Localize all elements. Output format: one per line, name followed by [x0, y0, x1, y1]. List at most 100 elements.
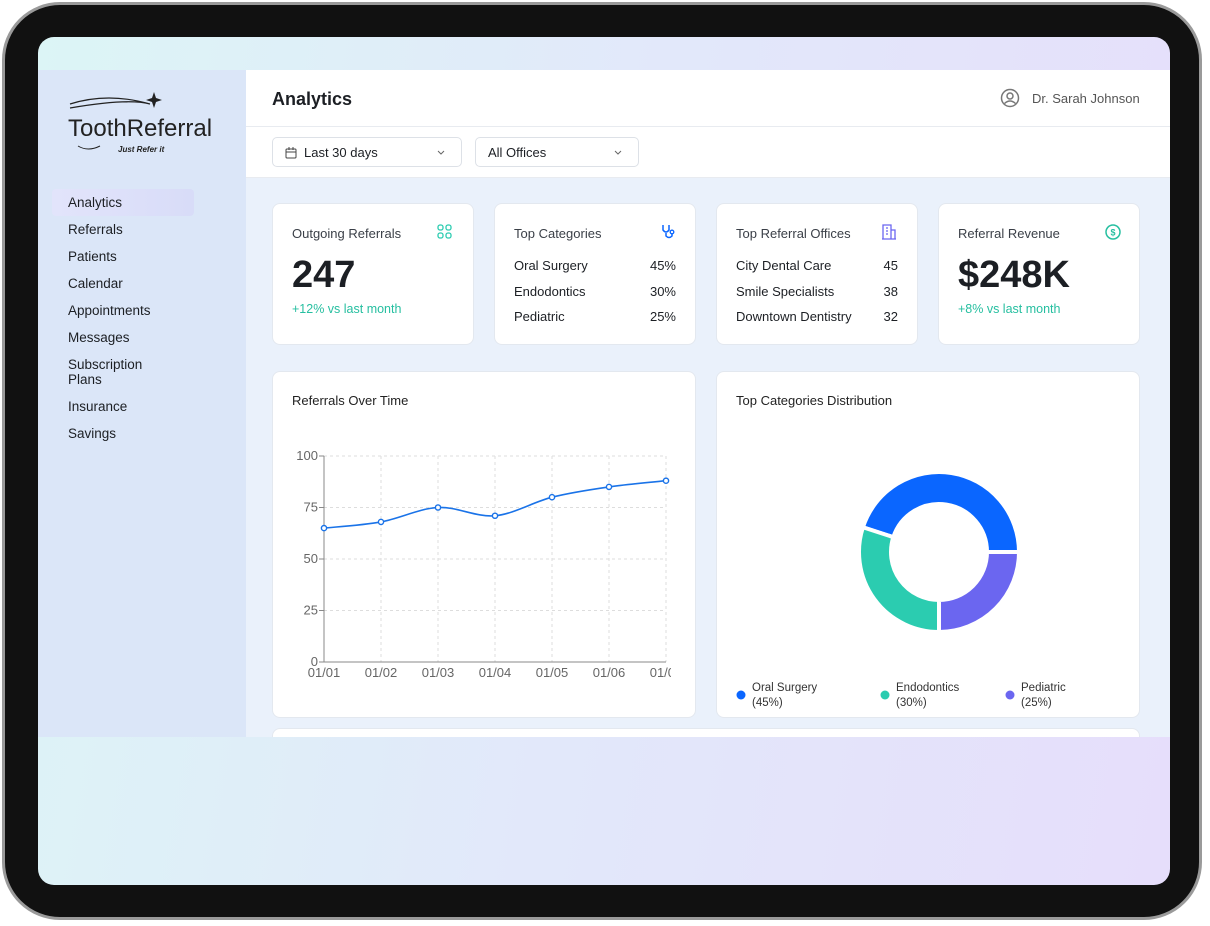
x-tick-label: 01/04	[479, 665, 512, 680]
office-filter-label: All Offices	[488, 145, 547, 160]
header: Analytics Dr. Sarah Johnson	[246, 70, 1170, 127]
logo-star	[146, 92, 162, 108]
point	[377, 518, 385, 526]
list-card: Top Categories Oral Surgery 45% Endodontic…	[494, 203, 696, 345]
stat-card: Referral Revenue $ $248K +8% vs last mon…	[938, 203, 1140, 345]
x-tick-label: 01/03	[422, 665, 455, 680]
legend-swatch	[880, 690, 890, 700]
row-value: 25%	[649, 309, 676, 324]
card-change: +12% vs last month	[292, 302, 402, 316]
brand-name: ToothReferral	[68, 115, 212, 142]
row-value: 38	[883, 283, 898, 299]
point	[491, 512, 499, 520]
row-value: 32	[883, 309, 898, 324]
x-tick-label: 01/01	[308, 665, 341, 680]
donut-chart: Top Categories Distribution Oral Surgery…	[736, 393, 1066, 709]
date-filter[interactable]: Last 30 days	[272, 137, 462, 167]
list-row: Endodontics 30%	[514, 284, 676, 299]
legend-swatch	[736, 690, 746, 700]
chart-card: Referrals Over Time 0 25 50 75 100 01/01 01/02…	[272, 371, 696, 718]
list-row: Oral Surgery 45%	[514, 258, 676, 273]
chevron	[614, 150, 622, 155]
chart-title: Referrals Over Time	[292, 393, 408, 408]
nav-item[interactable]: Subscription Plans	[68, 357, 143, 387]
row-label: City Dental Care	[736, 258, 832, 273]
svg-text:$: $	[1110, 228, 1115, 238]
row-value: 45	[883, 258, 898, 273]
row-value: 30%	[649, 283, 676, 299]
building-icon	[882, 224, 896, 240]
legend-swatch	[1005, 690, 1015, 700]
date-filter-label: Last 30 days	[304, 145, 378, 160]
donut-slice	[937, 550, 1022, 635]
legend-label: Endodontics	[896, 682, 960, 694]
list-row: Smile Specialists 38	[736, 284, 898, 299]
app: ToothReferral Just Refer it Analytics Ref…	[38, 70, 1170, 737]
calendar-icon	[285, 147, 297, 159]
nav-item[interactable]: Messages	[68, 330, 130, 345]
y-tick-label: 0	[311, 654, 318, 669]
brand-tagline: Just Refer it	[118, 145, 165, 154]
legend-label: Oral Surgery	[752, 682, 817, 694]
point	[434, 504, 442, 511]
nav-item[interactable]: Savings	[68, 426, 117, 441]
row-label: Smile Specialists	[736, 283, 835, 299]
row-label: Endodontics	[514, 283, 586, 299]
nav-item[interactable]: Insurance	[68, 399, 128, 414]
nav-item[interactable]: Calendar	[68, 276, 123, 291]
chevron	[437, 150, 445, 155]
x-tick-label: 01/05	[536, 665, 569, 680]
legend-value: (25%)	[1021, 697, 1052, 709]
user-icon[interactable]	[1000, 88, 1020, 108]
user-name[interactable]: Dr. Sarah Johnson	[1032, 91, 1140, 106]
y-tick-label: 75	[304, 500, 318, 515]
card-title: Outgoing Referrals	[292, 226, 402, 241]
stethoscope-icon	[662, 225, 675, 239]
x-tick-label: 01/02	[365, 665, 398, 680]
stat-card: Outgoing Referrals 247 +12% vs last mont…	[272, 203, 474, 345]
list-row: Downtown Dentistry 32	[736, 309, 898, 324]
row-value: 45%	[649, 258, 676, 273]
row-label: Downtown Dentistry	[736, 309, 852, 324]
dollar-icon: $	[1105, 224, 1121, 240]
card	[272, 728, 1140, 737]
y-tick-label: 25	[304, 603, 318, 618]
logo-swoosh	[69, 97, 151, 109]
nav-item[interactable]: Analytics	[52, 189, 194, 216]
filter-bar: Last 30 days All Offices	[246, 127, 1170, 178]
card-title: Top Categories	[514, 226, 602, 241]
row-label: Oral Surgery	[514, 258, 588, 273]
logo: ToothReferral Just Refer it	[68, 92, 212, 154]
sidebar: ToothReferral Just Refer it Analytics Ref…	[38, 70, 246, 737]
card-value: 247	[292, 254, 356, 296]
point	[605, 483, 613, 491]
office-filter[interactable]: All Offices	[475, 137, 639, 167]
nav-item[interactable]: Appointments	[68, 303, 151, 318]
x-tick-label: 01/07	[650, 665, 671, 680]
list-row: Pediatric 25%	[514, 309, 676, 324]
card-title: Top Referral Offices	[736, 226, 851, 241]
card-value: $248K	[958, 254, 1070, 296]
page-title: Analytics	[272, 89, 353, 109]
point	[548, 493, 556, 501]
card-title: Referral Revenue	[958, 226, 1060, 241]
nav-item[interactable]: Referrals	[68, 222, 123, 237]
nav: Analytics Referrals Patients Calendar Appoin…	[52, 189, 194, 447]
legend-value: (30%)	[896, 697, 927, 709]
list-row: City Dental Care 45	[736, 258, 898, 273]
logo-smile	[77, 145, 101, 150]
y-tick-label: 100	[296, 448, 318, 463]
line-chart: Referrals Over Time 0 25 50 75 100 01/01 01/02…	[292, 393, 671, 680]
donut-slice	[860, 470, 1022, 554]
legend-label: Pediatric	[1021, 682, 1066, 694]
point	[662, 477, 670, 485]
grid-icon	[437, 224, 452, 239]
donut-slice	[857, 524, 941, 635]
y-tick-label: 50	[304, 551, 318, 566]
x-tick-label: 01/06	[593, 665, 626, 680]
point	[320, 524, 328, 532]
list-card: Top Referral Offices City Dental Care 45 S…	[716, 203, 918, 345]
nav-item[interactable]: Patients	[68, 249, 117, 264]
legend-value: (45%)	[752, 697, 783, 709]
